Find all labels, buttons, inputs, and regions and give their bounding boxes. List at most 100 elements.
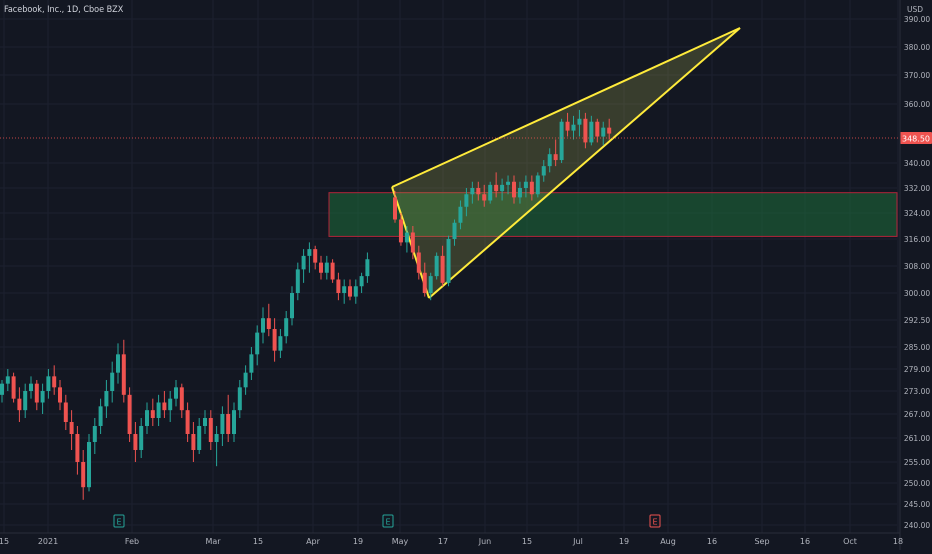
y-tick-label: 261.00 <box>904 434 930 443</box>
candle-body <box>601 127 606 137</box>
y-tick-label: 390.00 <box>904 15 930 24</box>
candle-body <box>500 184 505 192</box>
candle-body <box>104 391 109 407</box>
candle-body <box>156 402 161 418</box>
candle-body <box>185 410 190 434</box>
candle-body <box>249 354 254 373</box>
x-tick-label: 2021 <box>38 537 58 546</box>
earnings-marker-label: E <box>652 518 657 527</box>
candle-body <box>440 255 445 283</box>
candle-body <box>92 426 97 442</box>
candle-body <box>226 414 231 434</box>
candle-body <box>52 376 57 388</box>
candle-body <box>470 188 475 195</box>
y-tick-label: 273.00 <box>904 387 930 396</box>
candle-body <box>553 154 558 161</box>
candle-body <box>150 410 155 418</box>
candle-body <box>58 387 62 403</box>
candle-body <box>535 175 540 195</box>
candle-body <box>404 232 409 243</box>
candle-body <box>87 442 91 488</box>
candle-body <box>237 387 242 411</box>
candle-body <box>203 418 207 426</box>
candle-body <box>81 462 86 488</box>
earnings-marker-box <box>382 514 394 528</box>
x-tick-label: Jun <box>478 537 492 546</box>
candle-body <box>69 422 74 434</box>
candle-body <box>197 426 202 450</box>
candle-body <box>313 249 318 263</box>
y-tick-label: 250.00 <box>904 479 930 488</box>
candle-body <box>17 398 22 411</box>
x-tick-label: 16 <box>800 537 810 546</box>
candle-body <box>365 259 370 277</box>
candle-body <box>168 398 173 411</box>
candle-body <box>23 391 28 411</box>
candle-body <box>571 124 576 131</box>
candle-body <box>301 255 306 270</box>
y-tick-label: 285.00 <box>904 343 930 352</box>
candle-body <box>121 354 126 395</box>
candle-body <box>565 121 570 131</box>
symbol-title: Facebook, Inc., 1D, Cboe BZX <box>4 5 124 15</box>
y-tick-label: 324.00 <box>904 209 930 218</box>
candle-body <box>40 391 45 403</box>
y-tick-label: 292.50 <box>904 316 930 325</box>
candle-body <box>0 383 4 395</box>
candle-body <box>547 154 552 167</box>
y-tick-label: 360.00 <box>904 100 930 109</box>
candle-body <box>29 383 33 391</box>
candle-body <box>34 383 39 403</box>
candle-body <box>145 410 149 426</box>
y-tick-label: 240.00 <box>904 521 930 530</box>
candle-body <box>174 387 178 399</box>
x-tick-label: 16 <box>707 537 717 546</box>
candle-body <box>482 194 487 201</box>
candle-body <box>506 181 511 185</box>
candle-body <box>272 329 277 351</box>
candle-body <box>410 232 415 253</box>
candle-body <box>179 387 184 411</box>
candle-body <box>255 332 260 355</box>
candle-body <box>133 434 138 450</box>
candle-body <box>422 272 427 293</box>
wedge-upper-line <box>391 27 741 188</box>
candle-body <box>589 121 594 143</box>
rising-wedge-pattern[interactable] <box>391 27 741 299</box>
candle-body <box>11 376 16 399</box>
candle-body <box>476 188 481 195</box>
candle-body <box>336 279 341 293</box>
candle-body <box>232 410 236 434</box>
y-tick-label: 300.00 <box>904 289 930 298</box>
x-tick-label: Feb <box>125 537 139 546</box>
wedge-lower-line <box>428 27 741 299</box>
candle-body <box>98 406 103 426</box>
candle-body <box>353 286 358 297</box>
x-tick-label: Apr <box>306 537 321 546</box>
candle-body <box>116 354 120 373</box>
x-tick-label: Sep <box>754 537 769 546</box>
x-tick-label: Oct <box>843 537 857 546</box>
candle-body <box>583 118 588 143</box>
x-tick-label: 15 <box>522 537 532 546</box>
candle-body <box>559 121 564 161</box>
candle-body <box>5 376 10 384</box>
y-tick-label: 332.00 <box>904 184 930 193</box>
candle-body <box>191 434 196 450</box>
x-tick-label: 15 <box>0 537 9 546</box>
candle-body <box>529 181 534 195</box>
y-tick-label: 245.00 <box>904 500 930 509</box>
candle-body <box>208 418 213 442</box>
supply-zone-rectangle[interactable] <box>328 192 898 237</box>
candle-body <box>127 394 132 434</box>
candle-body <box>348 286 352 297</box>
y-tick-label: 255.00 <box>904 458 930 467</box>
candle-body <box>494 184 499 192</box>
y-tick-label: 380.00 <box>904 43 930 52</box>
candle-body <box>214 434 219 442</box>
y-tick-label: 267.00 <box>904 410 930 419</box>
candle-body <box>243 372 248 388</box>
